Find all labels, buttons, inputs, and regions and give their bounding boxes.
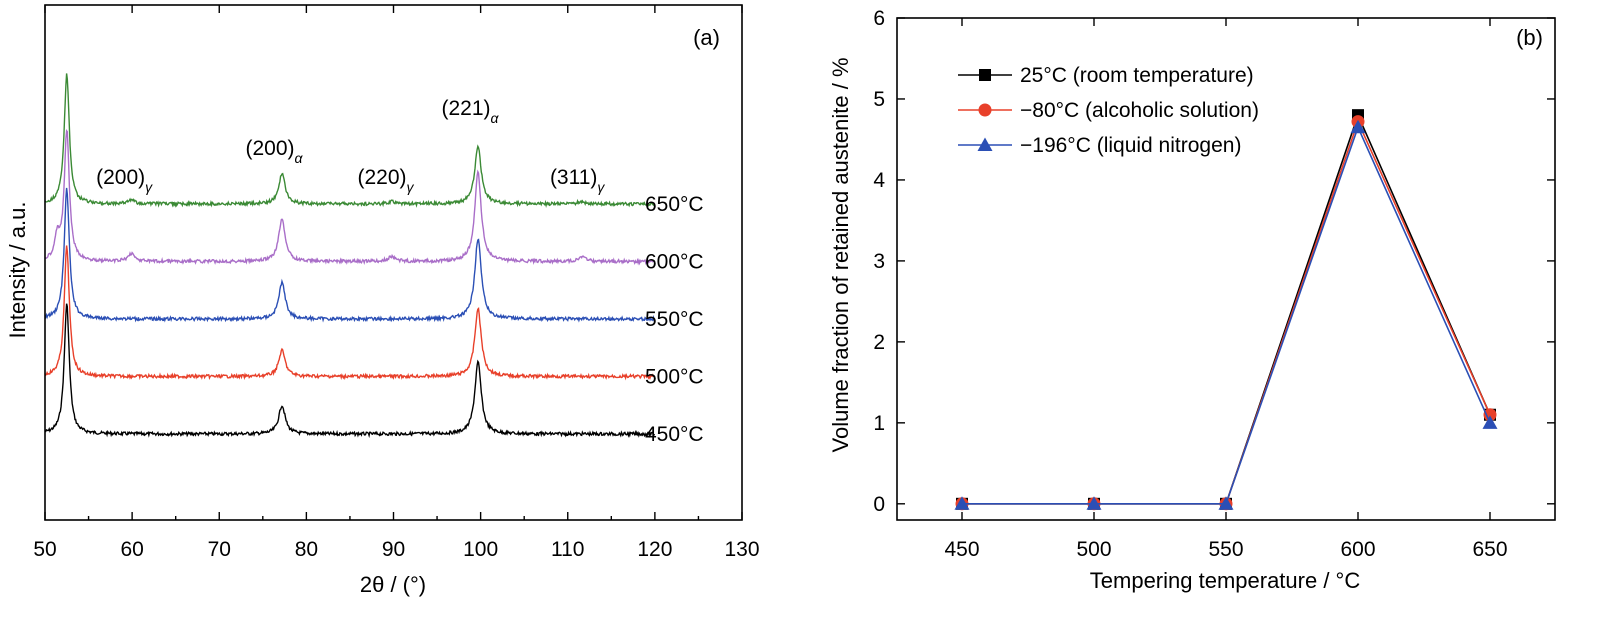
data-point-triangle <box>1482 415 1498 429</box>
panel-b-y-axis-title: Volume fraction of retained austenite / … <box>828 57 853 452</box>
y-tick-label: 0 <box>873 493 885 516</box>
peak-phase-subscript: γ <box>407 179 415 195</box>
x-tick-label: 100 <box>463 538 498 561</box>
data-point-circle <box>978 103 992 117</box>
panel-b-frame <box>896 17 1556 521</box>
peak-phase-subscript: α <box>491 110 500 126</box>
x-tick-label: 80 <box>295 538 318 561</box>
data-point-triangle <box>1218 496 1234 510</box>
peak-labels: (200)γ (200)α (220)γ (221)α (311)γ <box>96 97 605 195</box>
temperature-label: 650°C <box>645 193 704 216</box>
x-tick-label: 500 <box>1076 538 1111 561</box>
x-tick-label: 650 <box>1472 538 1507 561</box>
data-point-triangle <box>977 137 993 151</box>
panel-b-retained-austenite-chart: 0 1 2 3 4 5 6 450 500 550 600 650 25°C (room tempe… <box>828 7 1556 593</box>
y-tick-label: 6 <box>873 7 885 30</box>
y-tick-label: 5 <box>873 88 885 111</box>
data-point-triangle <box>954 496 970 510</box>
temperature-label: 600°C <box>645 251 704 274</box>
x-tick-label: 110 <box>551 538 584 561</box>
xrd-trace <box>44 128 656 266</box>
peak-label: (200)γ <box>96 166 153 195</box>
data-point-triangle <box>1350 119 1366 134</box>
x-tick-label: 120 <box>637 538 672 561</box>
x-tick-label: 450 <box>944 538 979 561</box>
peak-phase-subscript: γ <box>597 179 605 195</box>
temperature-label: 450°C <box>645 423 704 446</box>
panel-b-series <box>954 109 1498 511</box>
temperature-label: 500°C <box>645 366 704 389</box>
y-tick-label: 2 <box>873 331 885 354</box>
data-point-square <box>979 69 991 81</box>
temperature-labels: 450°C 500°C 550°C 600°C 650°C <box>645 193 704 446</box>
xrd-trace <box>44 73 656 209</box>
xrd-trace <box>44 303 656 439</box>
panel-b-label: (b) <box>1516 25 1543 50</box>
x-tick-label: 60 <box>120 538 143 561</box>
panel-a-y-axis-title: Intensity / a.u. <box>5 202 30 339</box>
panel-a-label: (a) <box>693 25 720 50</box>
peak-label: (221)α <box>442 97 500 126</box>
xrd-traces <box>44 73 656 439</box>
x-tick-label: 130 <box>724 538 759 561</box>
x-tick-label: 50 <box>33 538 56 561</box>
x-tick-label: 90 <box>382 538 405 561</box>
peak-phase-subscript: γ <box>145 179 153 195</box>
peak-label: (311)γ <box>550 166 605 195</box>
x-tick-label: 600 <box>1340 538 1375 561</box>
legend-entry: −80°C (alcoholic solution) <box>1020 99 1259 122</box>
panel-b-axes <box>896 17 1556 521</box>
peak-phase-subscript: α <box>295 150 304 166</box>
data-point-triangle <box>1086 496 1102 510</box>
panel-b-y-ticks: 0 1 2 3 4 5 6 <box>873 7 1555 516</box>
legend-entry: −196°C (liquid nitrogen) <box>1020 134 1241 157</box>
panel-b-x-ticks: 450 500 550 600 650 <box>944 18 1508 561</box>
y-tick-label: 1 <box>873 412 885 435</box>
series-line <box>962 112 1491 505</box>
x-tick-label: 70 <box>208 538 231 561</box>
panel-b-x-axis-title: Tempering temperature / °C <box>1090 568 1361 593</box>
panel-a-x-axis-title: 2θ / (°) <box>360 572 426 597</box>
peak-label: (220)γ <box>357 166 414 195</box>
panel-a-xrd-chart: (a) Intensity / a.u. 2θ / (°) 50 60 70 80 90… <box>5 4 760 597</box>
peak-label: (200)α <box>245 137 303 166</box>
y-tick-label: 4 <box>873 169 885 192</box>
xrd-trace <box>44 245 656 381</box>
legend-entry: 25°C (room temperature) <box>1020 64 1254 87</box>
temperature-label: 550°C <box>645 308 704 331</box>
series-line <box>962 119 1491 505</box>
data-point-circle <box>1483 408 1497 422</box>
x-tick-label: 550 <box>1208 538 1243 561</box>
panel-a-x-ticks: 50 60 70 80 90 100 110 120 130 <box>33 5 760 561</box>
series-line <box>962 125 1491 505</box>
panel-b-legend: 25°C (room temperature) −80°C (alcoholic … <box>958 64 1259 157</box>
xrd-trace <box>44 187 656 323</box>
y-tick-label: 3 <box>873 250 885 273</box>
